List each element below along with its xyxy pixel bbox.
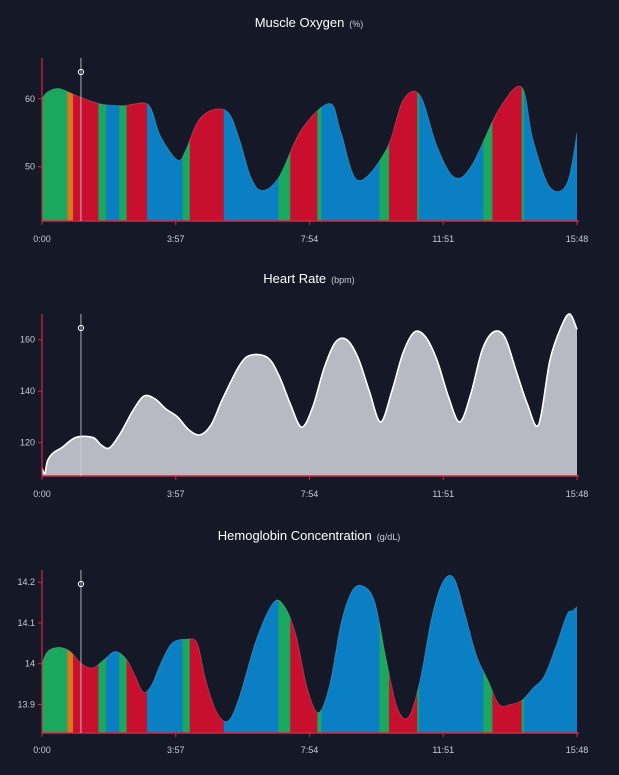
chart-title-unit: (bpm): [331, 275, 355, 285]
zone-segment-red: [189, 575, 225, 733]
x-tick-label: 3:57: [167, 745, 185, 755]
zone-segment-red: [189, 86, 225, 221]
y-tick-label: 13.9: [17, 699, 35, 709]
zone-segments: [42, 86, 577, 221]
chart-title: Muscle Oxygen (%): [255, 15, 364, 30]
cursor-marker: [77, 68, 85, 76]
zone-segment-red: [290, 86, 318, 221]
zone-segment-blue: [106, 86, 120, 221]
chart-title-text: Heart Rate: [263, 271, 326, 286]
x-tick-label: 7:54: [301, 745, 319, 755]
zone-segment-red: [73, 86, 100, 221]
zone-segment-red: [126, 86, 148, 221]
x-tick-label: 0:00: [33, 234, 51, 244]
y-tick-label: 14.2: [17, 577, 35, 587]
zone-segment-green: [98, 575, 107, 733]
zone-segment-blue: [223, 575, 280, 733]
zone-segment-green: [119, 86, 128, 221]
zone-segment-blue: [523, 575, 577, 733]
zone-segment-green: [317, 86, 322, 221]
y-tick-label: 140: [20, 386, 35, 396]
chart-hemoglobin: Hemoglobin Concentration (g/dL) 13.9 14 14.1…: [17, 528, 588, 755]
y-tick-label: 120: [20, 438, 35, 448]
area-fill: [42, 313, 577, 476]
x-tick-label: 11:51: [432, 234, 454, 244]
zone-segment-green: [42, 86, 68, 221]
zone-segment-green: [42, 575, 68, 733]
zone-segment-orange: [67, 575, 74, 733]
zone-segment-red: [126, 575, 148, 733]
chart-title-unit: (g/dL): [377, 532, 401, 542]
area-outline: [41, 85, 578, 193]
x-tick-label: 15:48: [566, 745, 589, 755]
zone-segment-green: [521, 86, 525, 221]
chart-heart-rate: Heart Rate (bpm) 120 140 160 0:00 3:57 7:54 11:5…: [20, 271, 588, 499]
zone-segment-green: [182, 86, 191, 221]
zone-segment-red: [492, 575, 523, 733]
cursor-marker: [77, 324, 85, 332]
chart-title-text: Hemoglobin Concentration: [218, 528, 372, 543]
zone-segment-blue: [146, 86, 184, 221]
x-tick-label: 7:54: [301, 234, 319, 244]
zone-segment-green: [483, 86, 493, 221]
zone-segment-green: [483, 575, 493, 733]
zone-segment-red: [389, 575, 418, 733]
zone-segment-green: [98, 86, 107, 221]
x-tick-label: 11:51: [432, 489, 454, 499]
x-tick-label: 15:48: [566, 234, 589, 244]
cursor-marker: [77, 580, 85, 588]
zone-segment-green: [119, 575, 128, 733]
x-tick-label: 15:48: [566, 489, 589, 499]
chart-title: Heart Rate (bpm): [263, 271, 354, 286]
zone-segments: [42, 575, 577, 733]
x-tick-label: 0:00: [33, 489, 51, 499]
zone-segment-blue: [321, 86, 381, 221]
x-tick-label: 3:57: [167, 234, 185, 244]
chart-title-unit: (%): [349, 19, 363, 29]
x-tick-label: 3:57: [167, 489, 185, 499]
y-tick-label: 160: [20, 335, 35, 345]
zone-segment-green: [182, 575, 191, 733]
zone-segment-red: [492, 86, 523, 221]
chart-title: Hemoglobin Concentration (g/dL): [218, 528, 400, 543]
y-tick-label: 14: [25, 659, 35, 669]
y-tick-label: 14.1: [17, 618, 35, 628]
area-line: [41, 313, 578, 475]
zone-segment-blue: [321, 575, 381, 733]
zone-segment-green: [317, 575, 322, 733]
zone-segment-orange: [67, 86, 74, 221]
zone-segment-red: [389, 86, 418, 221]
zone-segment-green: [278, 575, 291, 733]
zone-segment-green: [379, 86, 390, 221]
y-tick-label: 50: [25, 162, 35, 172]
zone-segment-green: [417, 86, 420, 221]
zone-segment-blue: [223, 86, 280, 221]
x-tick-label: 11:51: [432, 745, 454, 755]
chart-title-text: Muscle Oxygen: [255, 15, 345, 30]
y-tick-label: 60: [25, 94, 35, 104]
zone-segment-blue: [418, 86, 484, 221]
x-tick-label: 0:00: [33, 745, 51, 755]
x-tick-label: 7:54: [301, 489, 319, 499]
chart-muscle-oxygen: Muscle Oxygen (%) 50 60 0:00 3:57 7:54 11:51 15:…: [25, 15, 588, 244]
zone-segment-green: [278, 86, 291, 221]
zone-segment-green: [379, 575, 390, 733]
zone-segment-red: [73, 575, 100, 733]
area-outline: [41, 574, 578, 723]
zone-segment-blue: [106, 575, 120, 733]
zone-segment-blue: [146, 575, 184, 733]
